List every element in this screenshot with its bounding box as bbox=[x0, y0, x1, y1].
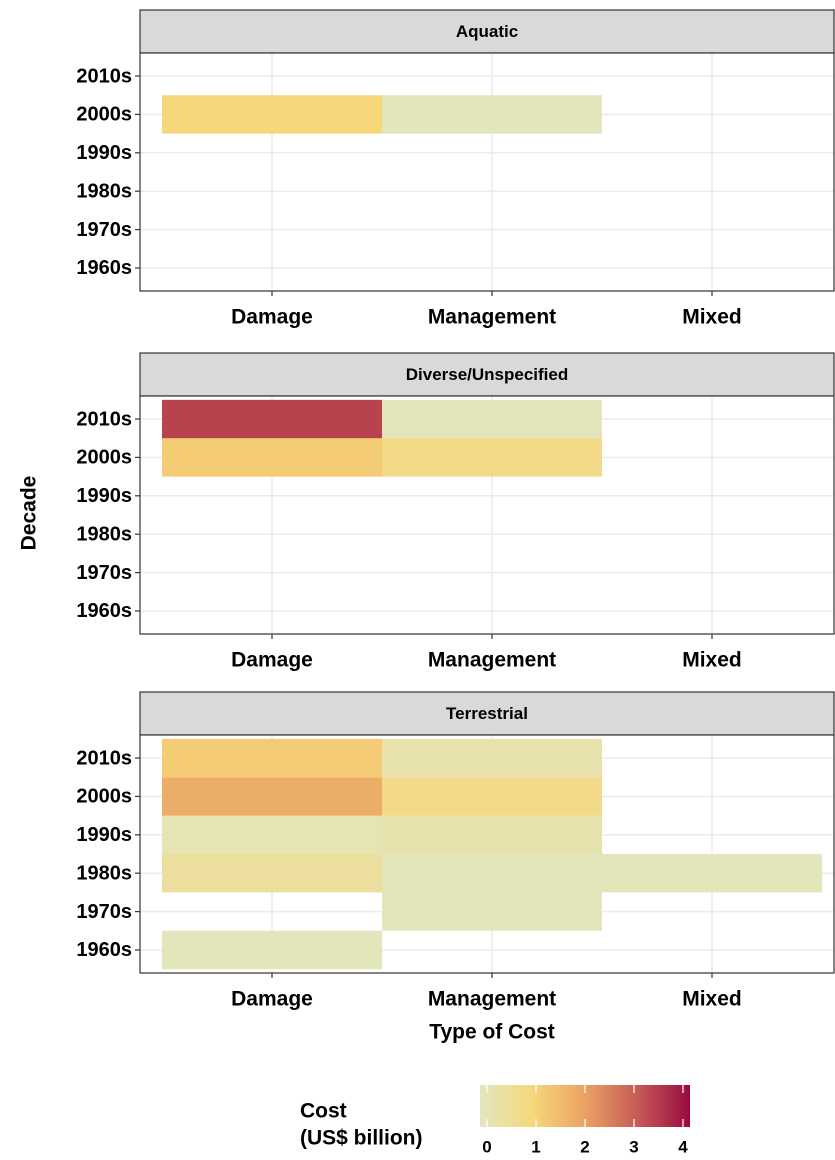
x-tick-label: Management bbox=[428, 306, 556, 329]
y-tick-label: 1960s bbox=[76, 600, 132, 622]
x-tick-label: Damage bbox=[231, 988, 313, 1011]
y-tick-label: 1990s bbox=[76, 485, 132, 507]
panel-border bbox=[139, 52, 835, 292]
y-tick-label: 2010s bbox=[76, 408, 132, 430]
y-tick-label: 1960s bbox=[76, 257, 132, 279]
x-tick-label: Mixed bbox=[682, 988, 742, 1011]
y-tick-label: 1980s bbox=[76, 180, 132, 202]
legend-title: Cost bbox=[300, 1100, 347, 1123]
heat-cell bbox=[382, 399, 602, 439]
y-tick-label: 2010s bbox=[76, 747, 132, 769]
y-tick-label: 2000s bbox=[76, 104, 132, 126]
heat-cell bbox=[162, 815, 382, 854]
panel bbox=[140, 53, 834, 291]
colorbar-tick-label: 0 bbox=[482, 1137, 491, 1156]
y-tick-label: 1980s bbox=[76, 523, 132, 545]
heat-cell bbox=[382, 815, 602, 854]
y-tick-label: 1960s bbox=[76, 939, 132, 961]
x-tick-label: Mixed bbox=[682, 306, 742, 329]
x-tick-label: Management bbox=[428, 988, 556, 1011]
y-tick-label: 2000s bbox=[76, 786, 132, 808]
y-tick-label: 1970s bbox=[76, 901, 132, 923]
heat-cell bbox=[162, 738, 382, 778]
heat-cell bbox=[382, 738, 602, 778]
heat-cell bbox=[382, 438, 602, 477]
heat-cell bbox=[162, 438, 382, 477]
colorbar-tick-label: 2 bbox=[580, 1137, 589, 1156]
y-tick-label: 1990s bbox=[76, 142, 132, 164]
x-tick-label: Mixed bbox=[682, 649, 742, 672]
panel-border bbox=[139, 734, 835, 974]
strip bbox=[139, 9, 835, 54]
x-axis-label: Type of Cost bbox=[429, 1021, 555, 1044]
legend-title: (US$ billion) bbox=[300, 1127, 423, 1150]
heat-cell bbox=[162, 777, 382, 816]
heat-cell bbox=[162, 930, 382, 970]
y-tick-label: 1990s bbox=[76, 824, 132, 846]
y-tick-label: 2010s bbox=[76, 65, 132, 87]
y-tick-label: 1970s bbox=[76, 219, 132, 241]
colorbar-tick-label: 3 bbox=[629, 1137, 638, 1156]
y-tick-label: 2000s bbox=[76, 447, 132, 469]
x-tick-label: Damage bbox=[231, 306, 313, 329]
heat-cell bbox=[382, 854, 602, 893]
y-tick-label: 1970s bbox=[76, 562, 132, 584]
x-tick-label: Management bbox=[428, 649, 556, 672]
facet-title: Terrestrial bbox=[446, 704, 528, 723]
strip bbox=[139, 691, 835, 736]
panel-border bbox=[139, 395, 835, 635]
colorbar-tick-label: 1 bbox=[531, 1137, 540, 1156]
x-tick-label: Damage bbox=[231, 649, 313, 672]
heat-cell bbox=[162, 854, 382, 893]
facet-title: Aquatic bbox=[456, 22, 518, 41]
colorbar-tick-label: 4 bbox=[678, 1137, 688, 1156]
heat-cell bbox=[602, 854, 822, 893]
strip bbox=[139, 352, 835, 397]
heat-cell bbox=[382, 95, 602, 134]
heat-cell bbox=[162, 95, 382, 134]
heat-cell bbox=[162, 399, 382, 439]
facet-title: Diverse/Unspecified bbox=[406, 365, 569, 384]
heat-cell bbox=[382, 777, 602, 816]
y-axis-label: Decade bbox=[18, 476, 41, 551]
heat-cell bbox=[382, 892, 602, 931]
y-tick-label: 1980s bbox=[76, 862, 132, 884]
